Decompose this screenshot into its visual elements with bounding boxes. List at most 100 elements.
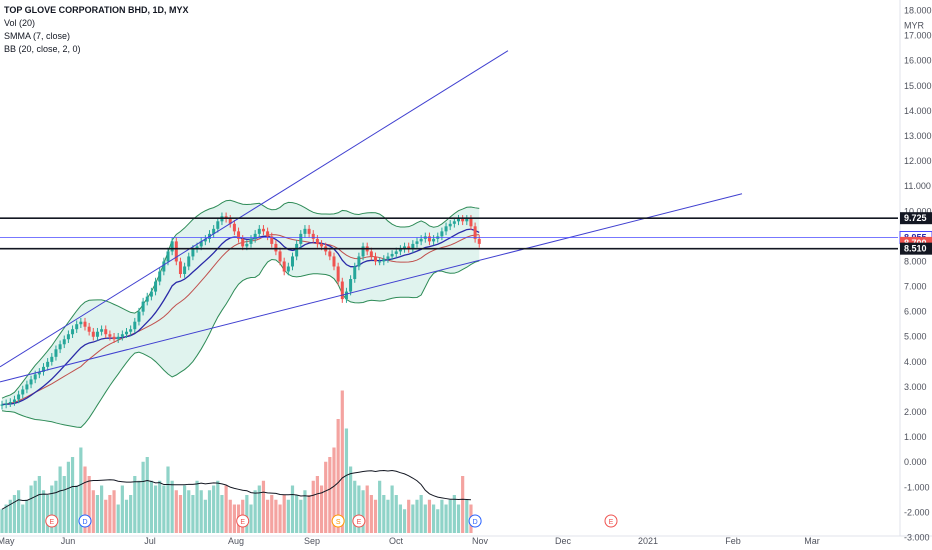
- candle-body: [361, 246, 365, 257]
- volume-bar: [174, 490, 178, 533]
- event-marker-label: E: [609, 519, 614, 526]
- candle-body: [245, 243, 249, 247]
- volume-bar: [390, 485, 394, 533]
- y-tick-label: 7.000: [904, 282, 927, 292]
- candle-body: [357, 256, 361, 267]
- candle-body: [452, 221, 456, 224]
- volume-bar: [112, 490, 116, 533]
- volume-bar: [17, 490, 21, 533]
- volume-bar: [87, 476, 91, 533]
- event-marker[interactable]: D: [78, 514, 92, 528]
- candle-body: [237, 231, 241, 239]
- candle-body: [58, 344, 62, 350]
- event-marker[interactable]: E: [352, 514, 366, 528]
- candle-body: [469, 218, 473, 227]
- event-marker[interactable]: E: [236, 514, 250, 528]
- candle-body: [382, 258, 386, 262]
- volume-bar: [461, 476, 465, 533]
- candle-body: [212, 228, 216, 234]
- candle-body: [473, 226, 477, 239]
- volume-bar: [444, 504, 448, 533]
- candle-body: [349, 279, 353, 292]
- volume-bar: [419, 495, 423, 533]
- bollinger-bands-label: BB (20, close, 2, 0): [4, 44, 81, 54]
- candle-body: [21, 389, 25, 395]
- candle-body: [71, 329, 75, 335]
- volume-bar: [344, 428, 349, 533]
- event-marker-circle: [236, 514, 250, 528]
- candle-body: [320, 243, 324, 247]
- volume-bar: [402, 509, 407, 533]
- candle-body: [137, 311, 141, 322]
- event-marker[interactable]: D: [468, 514, 482, 528]
- volume-bar: [249, 504, 253, 533]
- volume-bar: [91, 490, 95, 533]
- candle-body: [66, 334, 70, 340]
- y-tick-label: 10.000: [904, 206, 932, 216]
- y-tick-label: 16.000: [904, 56, 932, 66]
- event-marker[interactable]: E: [45, 514, 59, 528]
- volume-bar: [328, 457, 332, 533]
- candle-body: [199, 241, 203, 247]
- volume-bar: [216, 480, 220, 533]
- candle-body: [457, 218, 460, 222]
- volume-bar: [21, 504, 25, 533]
- volume-bar: [465, 499, 469, 533]
- candle-body: [461, 218, 465, 222]
- volume-bar: [183, 485, 187, 533]
- volume-bar: [407, 499, 411, 533]
- y-tick-label: 5.000: [904, 332, 927, 342]
- volume-bar: [253, 490, 257, 533]
- volume-bar: [303, 490, 307, 533]
- volume-bar: [369, 495, 373, 533]
- volume-bar: [427, 499, 432, 533]
- candle-body: [29, 379, 33, 385]
- y-tick-label: 12.000: [904, 156, 932, 166]
- event-marker[interactable]: S: [331, 514, 345, 528]
- volume-bar: [315, 476, 319, 533]
- price-axis-bg: [900, 0, 932, 550]
- candle-body: [261, 228, 265, 232]
- event-marker[interactable]: E: [604, 514, 618, 528]
- candle-body: [465, 218, 469, 222]
- volume-bar: [378, 480, 382, 533]
- candle-body: [286, 266, 290, 272]
- candle-body: [87, 326, 91, 332]
- volume-bar: [207, 490, 212, 533]
- volume-bar: [357, 485, 361, 533]
- candle-body: [228, 218, 232, 224]
- candle-body: [253, 233, 257, 239]
- lower-trendline: [0, 193, 743, 383]
- volume-bar: [411, 504, 415, 533]
- candle-body: [340, 281, 344, 300]
- volume-bar: [349, 466, 353, 533]
- x-tick-label: 2021: [638, 536, 658, 546]
- volume-bar: [365, 485, 369, 533]
- volume-bar: [58, 466, 62, 533]
- candle-body: [374, 256, 377, 262]
- volume-bar: [386, 499, 390, 533]
- candle-body: [158, 271, 162, 282]
- y-tick-label: 0.000: [904, 457, 927, 467]
- volume-bar: [124, 499, 129, 533]
- volume-bar: [137, 480, 141, 533]
- volume-bar: [166, 466, 170, 533]
- candle-body: [307, 228, 311, 234]
- candle-body: [174, 241, 178, 262]
- volume-bar: [257, 485, 261, 533]
- volume-bar: [290, 485, 295, 533]
- candle-body: [178, 261, 182, 275]
- volume-bar: [274, 499, 278, 533]
- volume-bar: [75, 485, 79, 533]
- volume-bar: [95, 495, 100, 533]
- candle-body: [444, 226, 448, 232]
- candle-body: [54, 349, 58, 357]
- volume-bar: [270, 495, 274, 533]
- volume-bar: [12, 495, 17, 533]
- event-marker-circle: [331, 514, 345, 528]
- candle-body: [8, 401, 12, 404]
- volume-bar: [120, 485, 124, 533]
- candle-body: [291, 256, 294, 267]
- candle-body: [394, 251, 398, 254]
